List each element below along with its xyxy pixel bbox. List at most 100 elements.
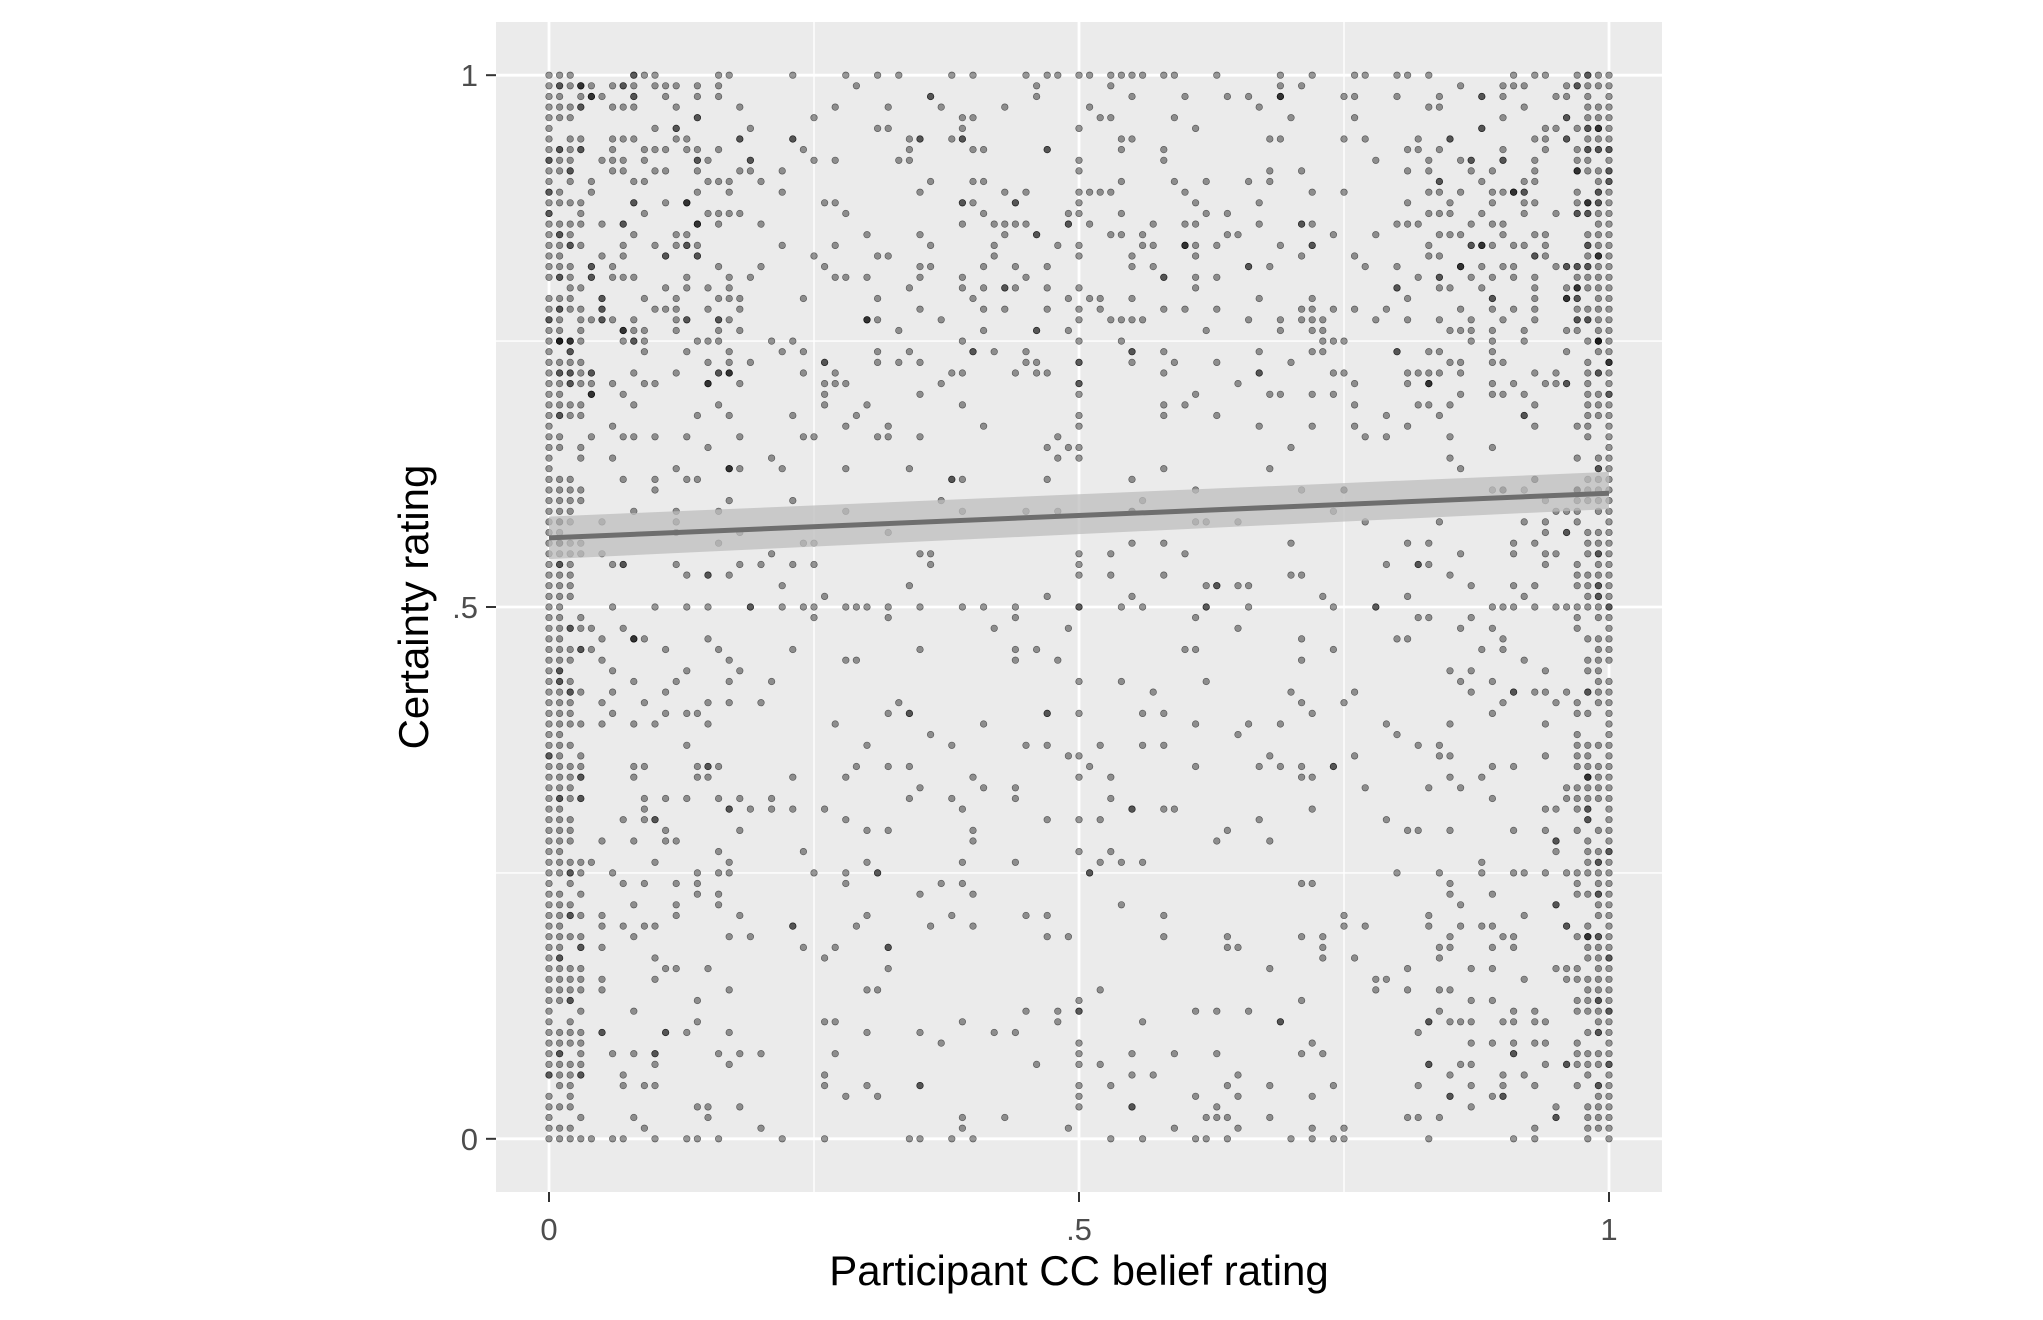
- data-point: [1128, 1071, 1136, 1079]
- data-point: [651, 1060, 659, 1068]
- data-point: [598, 252, 606, 260]
- data-point: [1446, 1092, 1454, 1100]
- data-point: [1573, 933, 1581, 941]
- data-point: [1403, 167, 1412, 175]
- data-point: [725, 465, 733, 473]
- data-point: [704, 209, 712, 218]
- data-point: [577, 688, 585, 696]
- data-point: [1531, 294, 1539, 303]
- data-point: [587, 369, 596, 377]
- regression-fit: [548, 471, 1610, 560]
- data-point: [1255, 816, 1263, 824]
- data-point: [714, 794, 723, 803]
- data-point: [640, 816, 649, 824]
- data-point: [1584, 986, 1592, 994]
- data-point: [545, 294, 553, 303]
- data-point: [1584, 794, 1592, 803]
- x-tick-label: 1: [1600, 1212, 1617, 1247]
- data-point: [1107, 231, 1115, 239]
- data-point: [683, 231, 691, 239]
- data-point: [555, 592, 564, 601]
- data-point: [1456, 677, 1465, 686]
- data-point: [1573, 560, 1581, 569]
- data-point: [1605, 337, 1613, 345]
- data-point: [555, 752, 564, 760]
- data-point: [640, 337, 649, 345]
- data-point: [1531, 539, 1539, 547]
- data-point: [1361, 135, 1369, 143]
- data-point: [1319, 1050, 1327, 1058]
- data-point: [1096, 816, 1104, 824]
- data-point: [577, 964, 585, 973]
- data-point: [1584, 709, 1592, 718]
- data-point: [566, 263, 574, 271]
- data-point: [545, 220, 553, 228]
- data-point: [545, 316, 553, 324]
- data-point: [545, 635, 553, 643]
- data-point: [1605, 645, 1613, 654]
- data-point: [545, 422, 553, 430]
- data-point: [1011, 199, 1020, 207]
- data-point: [545, 241, 553, 249]
- data-point: [1584, 741, 1592, 749]
- data-point: [990, 220, 998, 228]
- data-point: [1022, 71, 1030, 79]
- data-point: [555, 784, 564, 792]
- data-point: [1191, 273, 1200, 281]
- data-point: [1011, 613, 1020, 622]
- data-point: [1213, 241, 1221, 249]
- data-point: [905, 1135, 914, 1143]
- data-point: [1584, 858, 1592, 866]
- data-point: [1594, 1092, 1602, 1100]
- data-point: [545, 933, 553, 941]
- data-point: [1075, 443, 1083, 452]
- data-point: [704, 337, 712, 345]
- data-point: [969, 1135, 977, 1143]
- data-point: [577, 975, 585, 983]
- data-point: [1605, 1081, 1613, 1090]
- data-point: [1573, 1007, 1581, 1015]
- data-point: [577, 199, 585, 207]
- data-point: [1605, 433, 1613, 441]
- data-point: [566, 241, 574, 249]
- data-point: [1541, 252, 1549, 260]
- data-point: [778, 241, 786, 249]
- data-point: [1446, 284, 1454, 292]
- data-point: [1425, 209, 1433, 218]
- data-point: [842, 603, 850, 611]
- data-point: [1308, 1124, 1316, 1132]
- data-point: [661, 199, 670, 207]
- data-point: [566, 784, 574, 792]
- data-point: [587, 390, 596, 398]
- data-point: [1308, 390, 1316, 398]
- data-point: [1478, 773, 1486, 781]
- data-point: [1202, 209, 1210, 218]
- data-point: [799, 294, 808, 303]
- data-point: [545, 784, 553, 792]
- data-point: [1594, 390, 1602, 398]
- data-point: [545, 411, 553, 420]
- data-point: [704, 699, 712, 707]
- data-point: [1594, 241, 1602, 249]
- data-point: [672, 103, 680, 111]
- data-point: [1605, 1103, 1613, 1111]
- data-point: [587, 188, 596, 196]
- data-point: [1075, 284, 1083, 292]
- data-point: [566, 1124, 574, 1132]
- data-point: [1435, 209, 1443, 218]
- data-point: [693, 188, 702, 196]
- data-point: [1414, 220, 1422, 228]
- data-point: [566, 624, 574, 632]
- data-point: [1032, 231, 1041, 239]
- data-point: [1594, 103, 1602, 111]
- data-point: [555, 805, 564, 813]
- data-point: [1584, 422, 1592, 430]
- data-point: [1594, 784, 1602, 792]
- data-point: [545, 699, 553, 707]
- data-point: [566, 358, 574, 367]
- data-point: [969, 826, 977, 835]
- data-point: [1594, 1050, 1602, 1058]
- data-point: [1573, 752, 1581, 760]
- data-point: [1435, 252, 1443, 260]
